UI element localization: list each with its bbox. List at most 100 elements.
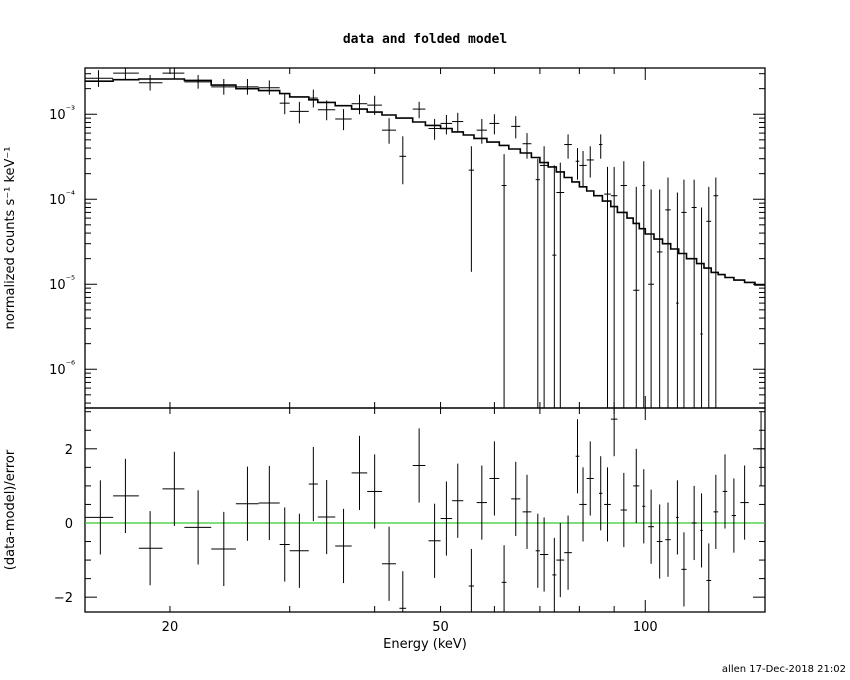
data-point-cross <box>211 78 236 95</box>
data-point-cross <box>676 480 679 555</box>
data-point-cross <box>656 189 663 408</box>
data-point-cross <box>535 158 540 408</box>
residual-y-tick-labels: 2 0 −2 <box>54 443 73 606</box>
data-point-cross <box>556 162 565 408</box>
data-point-cross <box>579 467 587 542</box>
data-point-cross <box>610 408 618 457</box>
data-point-cross <box>575 148 580 180</box>
residual-axis-ticks <box>85 408 765 612</box>
data-point-cross <box>428 118 441 140</box>
data-point-cross <box>539 517 549 592</box>
data-point-cross <box>552 537 557 612</box>
data-point-cross <box>162 68 185 79</box>
data-point-cross <box>489 441 500 516</box>
x-tick-label: 20 <box>162 620 179 635</box>
data-point-cross <box>468 146 475 272</box>
data-point-cross <box>113 458 139 533</box>
data-point-cross <box>691 485 697 561</box>
data-point-cross <box>706 186 712 408</box>
data-point-cross <box>476 118 487 144</box>
data-point-cross <box>235 466 259 541</box>
data-point-cross <box>511 116 521 139</box>
y-tick-label: 10⁻⁵ <box>49 275 75 293</box>
data-point-cross <box>289 513 309 588</box>
data-point-cross <box>575 419 580 494</box>
data-point-cross <box>381 526 397 601</box>
y-tick-label: 2 <box>65 443 73 458</box>
data-point-cross <box>691 179 697 408</box>
data-point-cross <box>740 465 749 540</box>
data-point-cross <box>539 146 549 408</box>
data-point-cross <box>586 441 594 516</box>
data-point-cross <box>279 93 290 115</box>
data-point-cross <box>468 548 475 612</box>
data-point-cross <box>211 511 236 587</box>
spectrum-axis-ticks <box>85 68 765 408</box>
data-point-cross <box>452 112 464 132</box>
spectrum-data-points <box>85 68 719 408</box>
data-point-cross <box>501 545 507 612</box>
residual-plot-frame <box>84 407 766 613</box>
data-point-cross <box>85 480 114 555</box>
data-point-cross <box>556 522 565 598</box>
data-point-cross <box>633 448 640 523</box>
x-tick-label: 50 <box>432 620 449 635</box>
data-point-cross <box>317 479 336 555</box>
data-point-cross <box>412 101 426 119</box>
data-point-cross <box>648 189 654 408</box>
data-point-cross <box>522 133 532 159</box>
data-point-cross <box>579 150 587 187</box>
data-point-cross <box>351 435 368 510</box>
data-point-cross <box>633 186 640 408</box>
data-point-cross <box>289 101 309 124</box>
data-point-cross <box>489 114 500 135</box>
data-point-cross <box>367 95 382 115</box>
data-point-cross <box>656 504 663 579</box>
data-point-cross <box>399 571 407 612</box>
data-point-cross <box>552 165 557 408</box>
data-point-cross <box>598 134 603 159</box>
spectrum-plot-frame <box>84 67 766 409</box>
data-point-cross <box>258 80 280 95</box>
data-point-cross <box>564 134 572 159</box>
data-point-cross <box>452 463 464 538</box>
data-point-cross <box>535 513 540 588</box>
data-point-cross <box>113 68 139 81</box>
y-tick-label: −2 <box>54 591 73 606</box>
data-point-cross <box>317 100 336 121</box>
data-point-cross <box>604 166 611 408</box>
spectrum-y-tick-labels: 10⁻³ 10⁻⁴ 10⁻⁵ 10⁻⁶ <box>49 105 75 378</box>
data-point-cross <box>335 508 352 584</box>
model-step-line <box>85 78 765 286</box>
data-point-cross <box>279 507 290 582</box>
residual-panel: 20−2 20 50 100 (data-model)/error Energy (… <box>3 407 766 652</box>
data-point-cross <box>706 543 712 612</box>
y-tick-label: 0 <box>65 517 73 532</box>
data-point-cross <box>440 481 453 556</box>
data-point-cross <box>700 207 703 408</box>
data-point-cross <box>138 511 163 586</box>
data-point-cross <box>586 146 594 178</box>
x-tick-label: 100 <box>633 620 658 635</box>
model-histogram <box>85 78 765 286</box>
data-point-cross <box>367 454 382 529</box>
data-point-cross <box>642 469 646 544</box>
data-point-cross <box>610 166 618 408</box>
footer-timestamp: allen 17-Dec-2018 21:02 <box>722 664 846 675</box>
data-point-cross <box>440 114 453 135</box>
data-point-cross <box>604 467 611 542</box>
residual-data-points <box>85 408 765 612</box>
data-point-cross <box>85 70 114 87</box>
data-point-cross <box>235 78 259 95</box>
data-point-cross <box>335 109 352 131</box>
data-point-cross <box>713 177 719 408</box>
data-point-cross <box>501 154 507 408</box>
data-point-cross <box>620 161 627 408</box>
y-tick-label: 10⁻⁴ <box>49 190 75 208</box>
data-point-cross <box>722 454 728 529</box>
chart-title: data and folded model <box>343 32 507 47</box>
y-tick-label: 10⁻³ <box>49 105 75 123</box>
spectrum-y-axis-label: normalized counts s⁻¹ keV⁻¹ <box>3 147 18 330</box>
data-point-cross <box>665 502 671 577</box>
